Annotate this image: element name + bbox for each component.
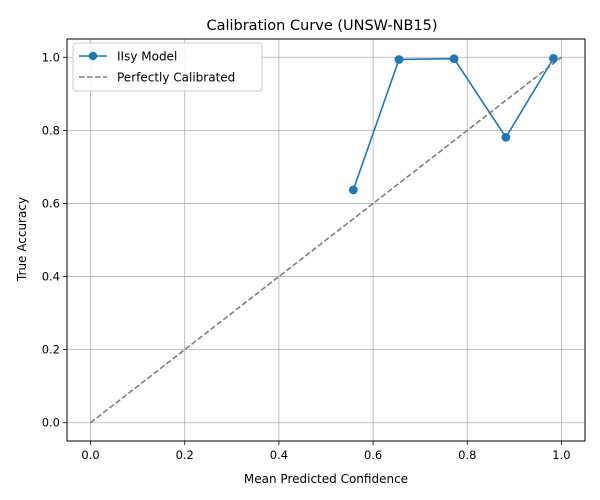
x-tick-label: 0.6 [364, 448, 382, 462]
x-tick-label: 0.8 [458, 448, 476, 462]
y-tick-label: 0.0 [42, 416, 60, 430]
legend-label-iisy-model: IIsy Model [117, 50, 177, 64]
x-tick-label: 0.2 [176, 448, 194, 462]
series-line-iisy-model [352, 57, 555, 191]
y-tick-label: 1.0 [42, 50, 60, 64]
data-point-iisy-model [449, 54, 459, 64]
data-point-iisy-model [501, 132, 511, 142]
legend-marker-iisy-model [88, 51, 98, 61]
y-tick-label: 0.4 [42, 270, 60, 284]
data-point-iisy-model [549, 53, 558, 63]
plot-series [90, 53, 562, 424]
data-point-iisy-model [348, 185, 358, 195]
series-line-perfectly-calibrated [90, 56, 562, 424]
legend-box [72, 42, 263, 92]
y-axis-label: True Accuracy [15, 197, 29, 282]
plot-frame [66, 38, 586, 442]
legend-label-perfectly-calibrated: Perfectly Calibrated [117, 71, 235, 85]
chart-title: Calibration Curve (UNSW-NB15) [206, 18, 437, 34]
axis-ticks: 0.0 0.2 0.4 0.6 0.8 1.0 0.0 0.2 0.4 0.6 0.8 1.0 [42, 50, 571, 462]
data-point-iisy-model [394, 55, 404, 64]
y-tick-label: 0.8 [42, 123, 60, 137]
legend: IIsy Model Perfectly Calibrated [72, 42, 263, 92]
y-tick-label: 0.2 [42, 343, 60, 357]
x-axis-label: Mean Predicted Confidence [244, 472, 408, 486]
x-tick-label: 1.0 [552, 448, 570, 462]
x-tick-label: 0.4 [270, 448, 288, 462]
x-tick-label: 0.0 [81, 448, 99, 462]
y-tick-label: 0.6 [42, 196, 60, 210]
